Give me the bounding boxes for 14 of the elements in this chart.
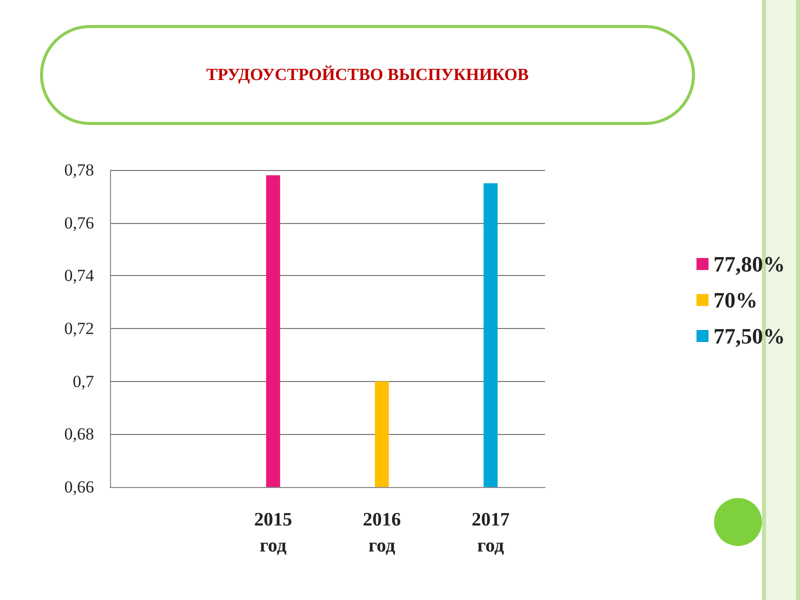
legend-label: 77,50% [714,324,785,348]
x-tick-label: 2016 год [362,510,401,556]
y-tick-label: 0,74 [64,266,94,286]
legend-label: 70% [714,288,758,312]
chart-title: ТРУДОУСТРОЙСТВО ВЫСПУКНИКОВ [40,25,695,125]
x-tick-label: 2015 год [254,510,292,556]
y-tick-label: 0,68 [64,424,94,444]
y-tick-label: 0,72 [64,319,94,338]
legend-label: 77,80% [714,252,785,276]
y-tick-label: 0,76 [64,213,94,232]
y-tick-label: 0,78 [64,160,94,180]
x-tick-label: 2017 год [472,510,510,556]
y-tick-label: 0,66 [64,478,94,496]
y-tick-label: 0,7 [72,372,94,391]
